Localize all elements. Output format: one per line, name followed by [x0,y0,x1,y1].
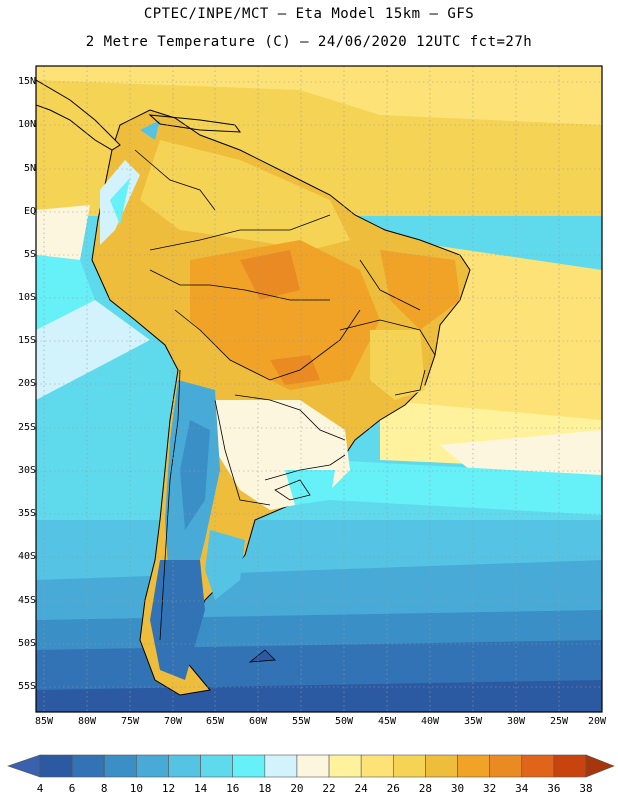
colorbar-tick-label: 22 [322,782,336,795]
lat-label-30s: 30S [17,465,36,476]
colorbar-swatch [425,754,458,778]
lon-label-75w: 75W [120,716,140,727]
colorbar-swatch [489,754,523,778]
colorbar-tick-label: 36 [547,782,561,795]
lat-label-10n: 10N [17,119,36,130]
lon-label-25w: 25W [549,716,569,727]
colorbar-tick-label: 8 [100,782,108,795]
pacific-cool-band [36,300,150,400]
lat-label-10s: 10S [17,292,36,303]
lat-label-5s: 5S [23,249,36,260]
colorbar-tick-label: 24 [354,782,368,795]
colorbar-high-arrow [585,754,615,778]
lat-label-15s: 15S [17,335,36,346]
colorbar-tick-label: 28 [418,782,433,795]
colorbar [7,754,615,778]
lon-label-50w: 50W [334,716,354,727]
colorbar-swatch [392,754,426,778]
colorbar-tick-label: 6 [68,782,76,795]
lon-label-20w: 20W [587,716,607,727]
colorbar-swatch [39,754,73,778]
colorbar-swatch [264,754,298,778]
colorbar-swatch [553,754,587,778]
colorbar-swatch [328,754,362,778]
colorbar-swatch [71,754,105,778]
colorbar-swatch [136,754,169,778]
lat-label-20s: 20S [17,378,36,389]
central-america-landmass [36,79,121,151]
lat-label-45s: 45S [17,595,36,606]
colorbar-swatch [232,754,266,778]
colorbar-swatch [168,754,201,778]
lon-label-85w: 85W [34,716,54,727]
lat-label-50s: 50S [17,638,36,649]
colorbar-tick-label: 12 [161,782,176,795]
lon-label-80w: 80W [77,716,97,727]
map-field [36,66,602,712]
colorbar-swatch [521,754,555,778]
colorbar-tick-label: 26 [386,782,400,795]
colorbar-tick-label: 38 [579,782,593,795]
lon-label-70w: 70W [163,716,183,727]
lon-label-45w: 45W [377,716,397,727]
amazon-hot-zone [190,240,380,390]
colorbar-swatch [360,754,394,778]
chart-title-line2: 2 Metre Temperature (C) – 24/06/2020 12U… [85,34,533,50]
colorbar-tick-label: 18 [258,782,272,795]
country-borders [134,149,436,641]
map-frame [35,65,603,713]
colorbar-tick-label: 34 [515,782,529,795]
lon-label-35w: 35W [463,716,483,727]
lon-label-30w: 30W [506,716,526,727]
colorbar-low-arrow [7,754,41,778]
lat-label-35s: 35S [17,508,36,519]
colorbar-tick-label: 30 [450,782,465,795]
lat-label-25s: 25S [17,422,36,433]
chart-title-line1: CPTEC/INPE/MCT – Eta Model 15km – GFS [143,6,475,22]
lat-label-5n: 5N [23,163,36,174]
colorbar-tick-label: 14 [193,782,208,795]
lat-label-15n: 15N [17,76,36,87]
colorbar-tick-label: 4 [36,782,44,795]
colorbar-swatch [103,754,137,778]
lon-label-55w: 55W [291,716,311,727]
lat-label-40s: 40S [17,551,36,562]
colorbar-swatch [457,754,490,778]
lat-label-eq: EQ [23,206,36,217]
colorbar-tick-label: 10 [129,782,143,795]
lon-label-65w: 65W [205,716,225,727]
colorbar-tick-label: 32 [483,782,497,795]
colorbar-swatch [200,754,234,778]
lon-label-40w: 40W [420,716,440,727]
lat-label-55s: 55S [17,681,36,692]
colorbar-swatch [296,754,330,778]
colorbar-tick-label: 20 [290,782,304,795]
colorbar-tick-label: 16 [226,782,240,795]
lon-label-60w: 60W [248,716,268,727]
